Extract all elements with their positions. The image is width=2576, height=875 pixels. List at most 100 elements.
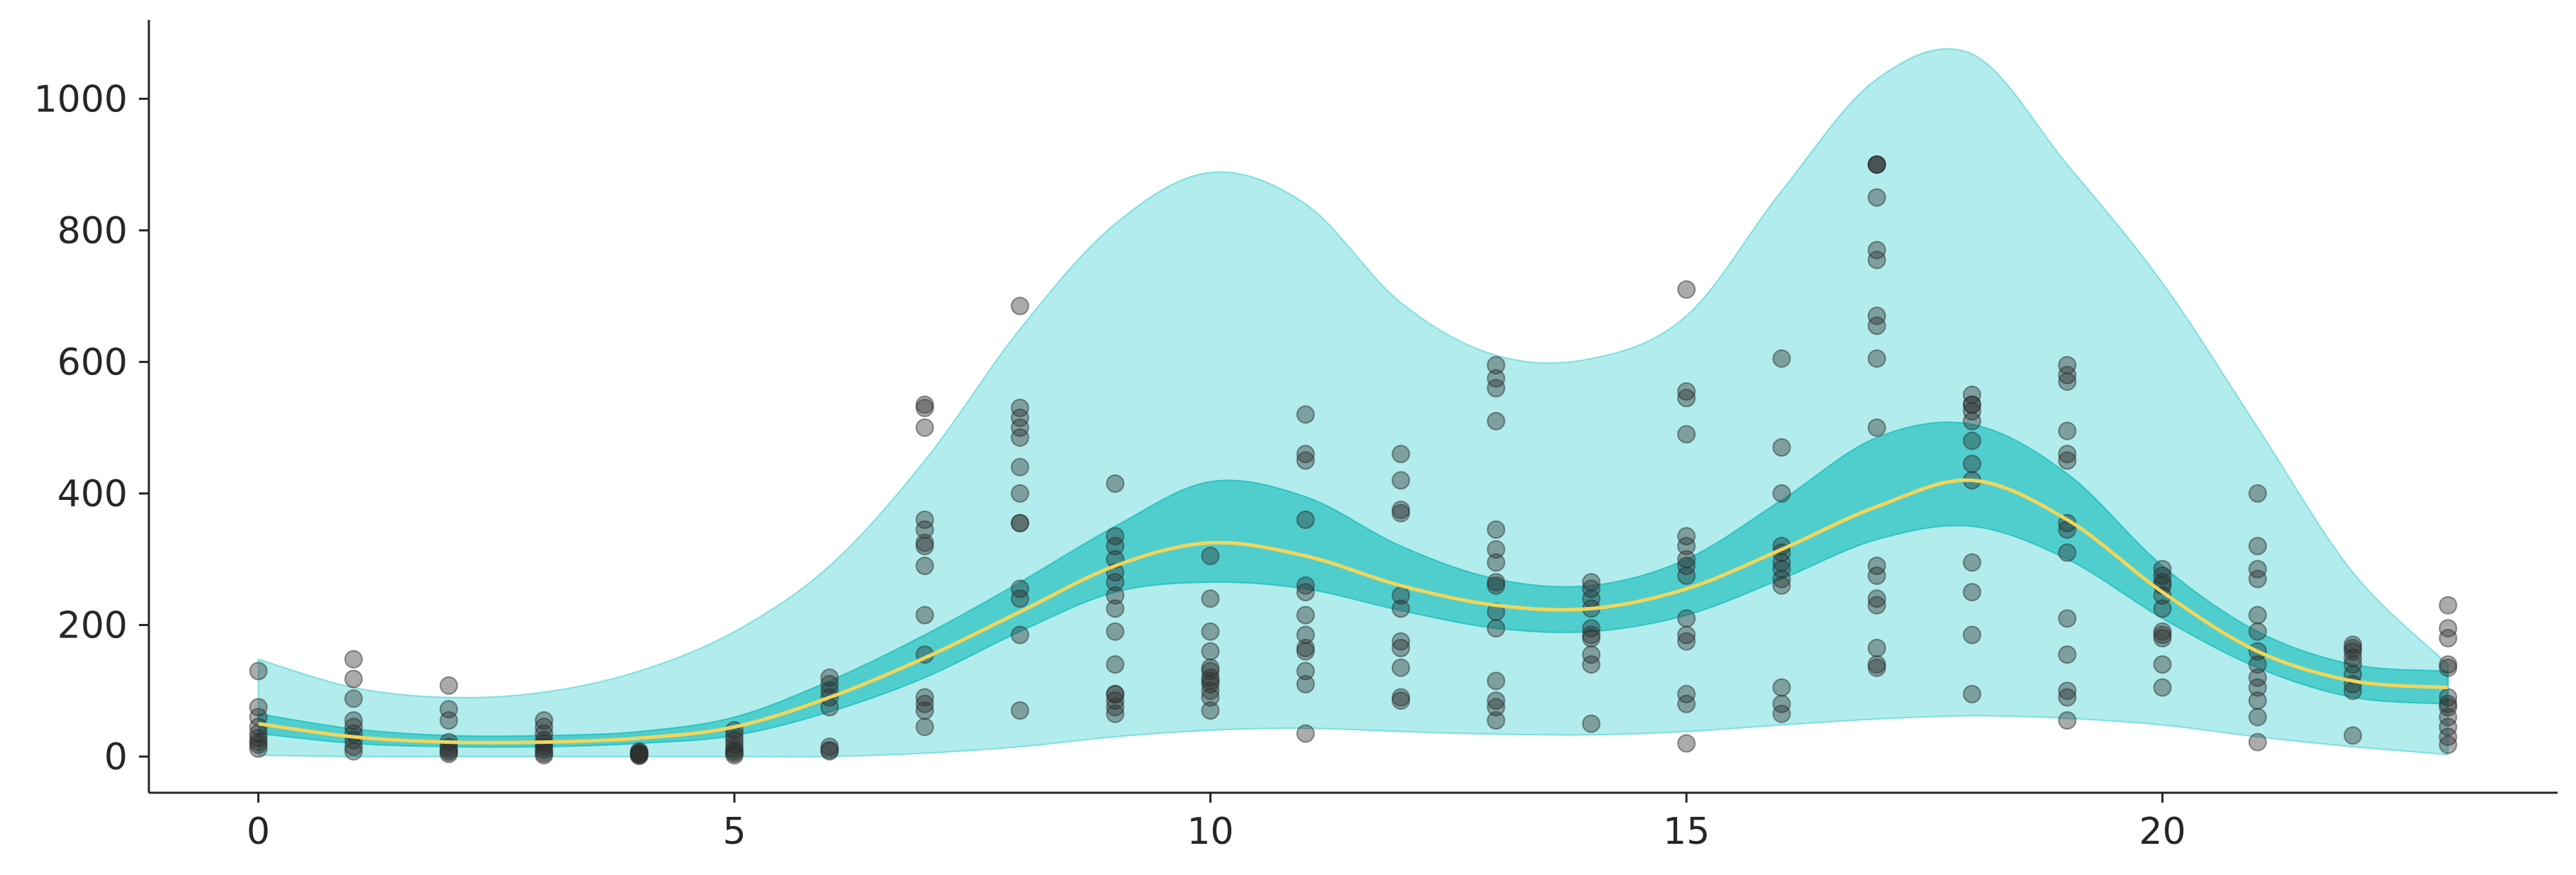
- scatter-point: [2343, 655, 2363, 674]
- scatter-point: [820, 668, 839, 687]
- scatter-point: [1677, 527, 1696, 546]
- scatter-point: [1772, 484, 1791, 503]
- scatter-point: [2058, 609, 2077, 628]
- scatter-point: [1296, 451, 1315, 470]
- scatter-point: [1867, 240, 1886, 260]
- scatter-point: [1677, 632, 1696, 651]
- scatter-point: [1296, 511, 1315, 529]
- scatter-point: [2438, 658, 2458, 677]
- scatter-point: [2153, 655, 2172, 674]
- scatter-point: [820, 742, 839, 761]
- scatter-point: [1296, 445, 1315, 464]
- scatter-point: [915, 688, 934, 707]
- scatter-point: [2058, 365, 2077, 384]
- scatter-point: [1677, 537, 1696, 556]
- scatter-point: [2343, 681, 2363, 701]
- scatter-point: [1296, 724, 1315, 743]
- scatter-point: [1486, 369, 1506, 388]
- scatter-point: [1963, 455, 1981, 474]
- scatter-point: [1867, 557, 1886, 575]
- scatter-point: [1581, 645, 1601, 664]
- scatter-point: [2438, 708, 2458, 727]
- scatter-point: [2248, 484, 2267, 503]
- scatter-point: [1201, 701, 1220, 720]
- scatter-point: [629, 747, 649, 766]
- scatter-point: [439, 745, 459, 764]
- scatter-point: [1486, 619, 1506, 638]
- scatter-point: [1010, 418, 1029, 438]
- scatter-point: [1106, 622, 1125, 641]
- scatter-point: [2248, 732, 2267, 752]
- scatter-point: [915, 511, 934, 529]
- scatter-point: [1106, 573, 1125, 592]
- scatter-point: [2248, 678, 2267, 697]
- scatter-point: [1486, 553, 1506, 572]
- scatter-point: [1106, 537, 1125, 556]
- scatter-point: [2058, 372, 2077, 391]
- scatter-point: [2343, 726, 2363, 745]
- scatter-point: [1010, 513, 1029, 533]
- scatter-point: [1486, 671, 1506, 691]
- outer-band: [257, 48, 2449, 758]
- scatter-point: [1201, 681, 1220, 701]
- scatter-point: [1677, 694, 1696, 713]
- scatter-point: [1677, 557, 1696, 575]
- scatter-point: [1581, 579, 1601, 598]
- scatter-point: [1677, 389, 1696, 408]
- scatter-point: [2438, 688, 2458, 707]
- scatter-point: [1010, 296, 1029, 316]
- scatter-point: [1391, 658, 1411, 677]
- scatter-point: [1106, 698, 1125, 717]
- scatter-point: [1677, 425, 1696, 444]
- scatter-point: [1106, 474, 1125, 493]
- y-tick-label: 1000: [34, 78, 128, 121]
- scatter-point: [915, 557, 934, 575]
- y-tick-label: 800: [57, 210, 128, 252]
- axes: 0 200 400 600 800 1000 0 5 10 15 20: [34, 20, 2558, 853]
- scatter-point: [1296, 674, 1315, 693]
- scatter-point: [1677, 280, 1696, 299]
- scatter-point: [2153, 599, 2172, 618]
- scatter-point: [1296, 606, 1315, 625]
- scatter-point: [1867, 188, 1886, 207]
- scatter-point: [2343, 642, 2363, 661]
- scatter-point: [1391, 691, 1411, 710]
- scatter-point: [2248, 708, 2267, 727]
- scatter-point: [2248, 622, 2267, 641]
- scatter-point: [344, 742, 363, 761]
- scatter-point: [1201, 622, 1220, 641]
- scatter-point: [1963, 684, 1981, 703]
- scatter-point: [1772, 569, 1791, 589]
- scatter-point: [1106, 684, 1125, 703]
- scatter-point: [1677, 382, 1696, 401]
- scatter-point: [1201, 547, 1220, 565]
- scatter-point: [2058, 451, 2077, 470]
- scatter-point: [1391, 599, 1411, 618]
- scatter-point: [2438, 718, 2458, 737]
- scatter-point: [1772, 576, 1791, 595]
- scatter-point: [2058, 688, 2077, 707]
- scatter-point: [1963, 625, 1981, 645]
- x-tick-label: 5: [722, 810, 746, 853]
- scatter-point: [915, 694, 934, 713]
- mean-line: [258, 478, 2448, 745]
- scatter-point: [1867, 638, 1886, 657]
- scatter-point: [249, 662, 268, 681]
- scatter-point: [915, 606, 934, 625]
- scatter-point: [344, 669, 363, 689]
- scatter-point: [344, 711, 363, 730]
- data-points: [249, 155, 2458, 766]
- mean-line-layer: [258, 478, 2448, 745]
- scatter-point: [1486, 540, 1506, 559]
- scatter-point: [1677, 734, 1696, 753]
- scatter-point: [2248, 668, 2267, 687]
- scatter-point: [249, 698, 268, 717]
- scatter-point: [2438, 735, 2458, 754]
- scatter-point: [1772, 349, 1791, 368]
- scatter-point: [2153, 678, 2172, 697]
- scatter-point: [1677, 566, 1696, 585]
- scatter-point: [1581, 655, 1601, 674]
- x-tick-label: 20: [2139, 810, 2186, 853]
- scatter-point: [915, 537, 934, 556]
- scatter-point: [1867, 596, 1886, 615]
